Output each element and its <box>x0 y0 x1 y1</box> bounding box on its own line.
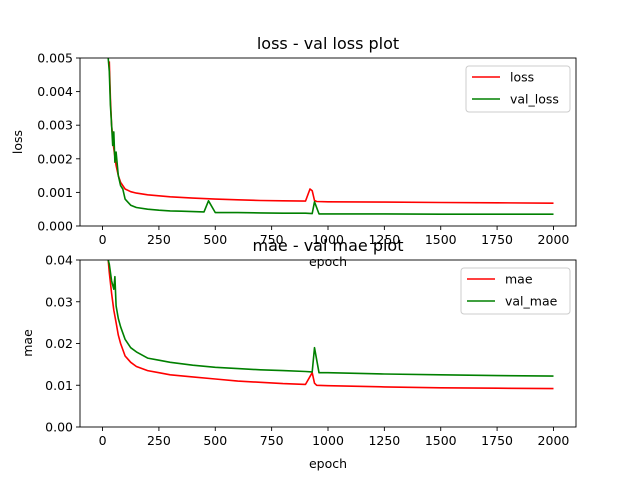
mae-y-tick-label: 0.04 <box>45 253 73 268</box>
loss-x-axis-label: epoch <box>309 254 347 269</box>
loss-subplot: loss - val loss plot epoch loss 0 250 500 7… <box>10 34 577 269</box>
mae-y-axis-label: mae <box>20 329 35 357</box>
mae-y-tick-label: 0.00 <box>45 420 73 435</box>
mae-x-tick-label: 1250 <box>368 433 400 448</box>
mae-x-tick-label: 1000 <box>312 433 344 448</box>
mae-series-val-mae <box>107 260 554 377</box>
loss-legend: loss val_loss <box>465 65 571 113</box>
mae-legend-label: val_mae <box>505 294 558 309</box>
loss-x-tick-label: 2000 <box>538 232 570 247</box>
loss-x-tick-label: 1500 <box>425 232 457 247</box>
loss-y-axis-label: loss <box>10 130 25 154</box>
mae-legend-label: mae <box>505 272 533 287</box>
loss-x-tick-label: 250 <box>147 232 171 247</box>
mae-x-tick-label: 2000 <box>538 433 570 448</box>
loss-x-tick-label: 0 <box>99 232 107 247</box>
mae-legend: mae val_mae <box>460 267 571 315</box>
loss-plot-title: loss - val loss plot <box>257 34 399 53</box>
mae-plot-title: mae - val mae plot <box>253 236 404 255</box>
mae-x-tick-label: 1750 <box>481 433 513 448</box>
mae-series-mae <box>107 260 554 390</box>
loss-y-tick-label: 0.000 <box>37 219 73 234</box>
loss-x-tick-label: 1250 <box>368 232 400 247</box>
loss-x-tick-label: 1750 <box>481 232 513 247</box>
mae-x-tick-label: 1500 <box>425 433 457 448</box>
loss-series-val-loss <box>107 58 554 215</box>
loss-legend-label: loss <box>510 70 534 85</box>
mae-x-tick-label: 0 <box>99 433 107 448</box>
loss-x-tick-label: 750 <box>260 232 284 247</box>
mae-y-tick-label: 0.02 <box>45 336 73 351</box>
mae-x-tick-label: 500 <box>203 433 227 448</box>
loss-y-tick-label: 0.001 <box>37 185 73 200</box>
loss-y-tick-label: 0.002 <box>37 151 73 166</box>
loss-y-tick-label: 0.004 <box>37 84 73 99</box>
loss-legend-label: val_loss <box>510 92 559 107</box>
loss-y-tick-label: 0.005 <box>37 51 73 66</box>
mae-x-tick-label: 250 <box>147 433 171 448</box>
mae-y-tick-label: 0.03 <box>45 294 73 309</box>
mae-x-axis-label: epoch <box>309 456 347 471</box>
loss-x-tick-label: 1000 <box>312 232 344 247</box>
loss-x-tick-label: 500 <box>203 232 227 247</box>
mae-y-tick-label: 0.01 <box>45 378 73 393</box>
loss-y-tick-label: 0.003 <box>37 118 73 133</box>
mae-x-tick-label: 750 <box>260 433 284 448</box>
mae-subplot: mae - val mae plot epoch mae 0 250 500 750 1… <box>20 236 577 471</box>
